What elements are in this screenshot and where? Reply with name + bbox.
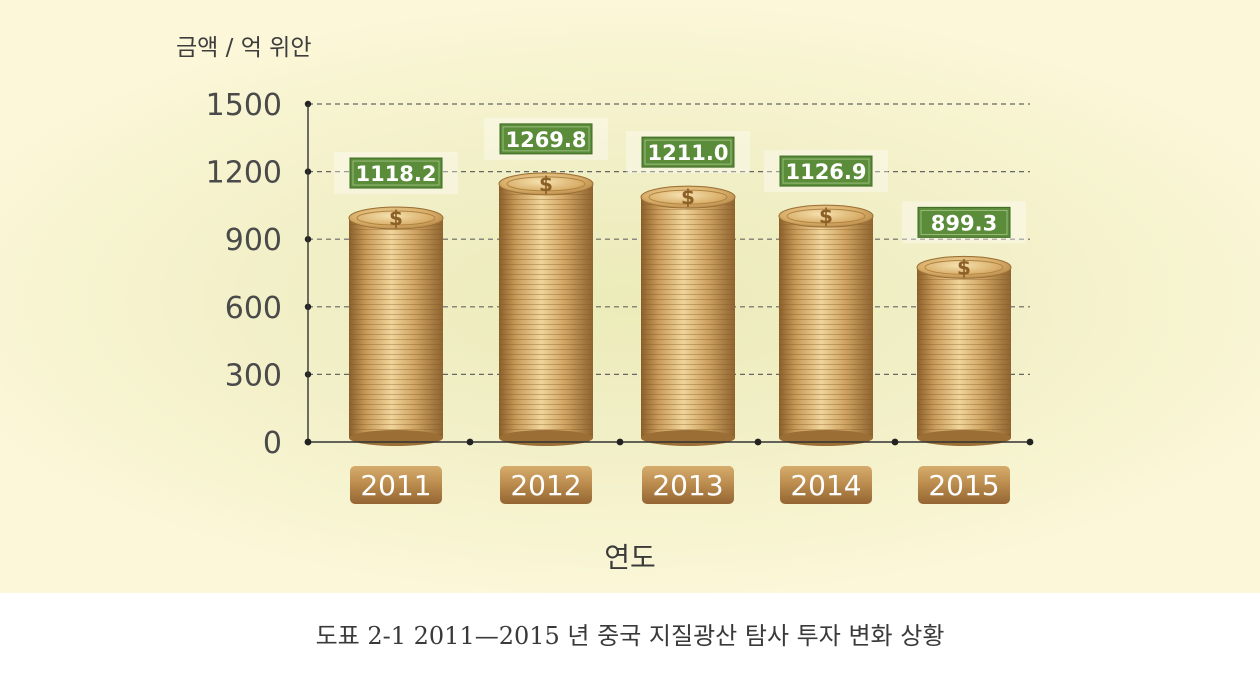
x-tick-label: 2013 (652, 469, 723, 502)
value-label-bg (349, 157, 443, 189)
coin-stack-ridges (641, 197, 735, 438)
coin-top-rim (506, 176, 586, 192)
coin-stack-base (641, 430, 735, 446)
value-label: 1211.0 (647, 141, 728, 165)
y-tick-label: 0 (263, 426, 282, 461)
coin-stack-ridges (499, 183, 593, 438)
dollar-sign-icon: $ (957, 255, 971, 279)
coin-stack-base (499, 430, 593, 446)
x-tick-dot (754, 438, 762, 446)
x-tick-dot (304, 438, 312, 446)
coin-top-rim (356, 210, 436, 226)
coin-stack-base (779, 430, 873, 446)
x-tick-dot (466, 438, 474, 446)
value-label-border (352, 160, 440, 186)
x-tick-dot (891, 438, 899, 446)
dollar-sign-icon: $ (819, 204, 833, 228)
dollar-sign-icon: $ (539, 172, 553, 196)
coin-stack-ridges (917, 267, 1011, 438)
x-tick-label: 2015 (928, 469, 999, 502)
value-label-border (644, 139, 732, 165)
dollar-sign-icon: $ (681, 185, 695, 209)
coin-stack-base (917, 430, 1011, 446)
dollar-sign-icon: $ (389, 206, 403, 230)
coin-bar-chart: $1118.2 2011 $1269.8 2012 $1211.0 2013 $1126.9… (206, 88, 1034, 504)
value-label: 1269.8 (505, 128, 586, 152)
y-tick-label: 1500 (206, 88, 282, 123)
year-tag-bg (918, 466, 1010, 504)
value-label-bg (499, 123, 593, 155)
coin-stack-ridges (779, 216, 873, 438)
coin-stack-bar: $1118.2 2011 (334, 152, 458, 504)
value-label-border (920, 209, 1008, 235)
x-tick-dot (616, 438, 624, 446)
value-label-bg (779, 155, 873, 187)
coin-top-rim (648, 189, 728, 205)
year-tag-bg (350, 466, 442, 504)
value-label-bg (917, 206, 1011, 238)
figure-caption: 도표 2-1 2011—2015 년 중국 지질광산 탐사 투자 변화 상황 (315, 622, 945, 650)
y-tick-label: 600 (225, 291, 282, 326)
coin-stack-base (349, 430, 443, 446)
coin-stack-ridges (349, 218, 443, 438)
x-tick-label: 2012 (510, 469, 581, 502)
y-tick-label: 300 (225, 358, 282, 393)
coin-stack-bar: $1211.0 2013 (626, 131, 750, 504)
chart-panel: 금액 / 억 위안 (0, 0, 1260, 593)
coin-stack-bar: $899.3 2015 (902, 201, 1026, 504)
value-label-bg (641, 136, 735, 168)
x-tick-label: 2014 (790, 469, 861, 502)
value-label: 1126.9 (785, 160, 866, 184)
value-label-border (782, 158, 870, 184)
value-label-border (502, 126, 590, 152)
coin-top-rim (924, 259, 1004, 275)
x-tick-dot (1026, 438, 1034, 446)
value-label: 1118.2 (355, 162, 436, 186)
coin-stack-bar: $1126.9 2014 (764, 150, 888, 504)
y-axis-unit-label: 금액 / 억 위안 (176, 35, 312, 61)
x-tick-label: 2011 (360, 469, 431, 502)
coin-stack-bar: $1269.8 2012 (484, 117, 608, 504)
year-tag-bg (500, 466, 592, 504)
x-axis-title: 연도 (604, 541, 656, 574)
y-tick-label: 1200 (206, 156, 282, 191)
year-tag-bg (780, 466, 872, 504)
year-tag-bg (642, 466, 734, 504)
value-label: 899.3 (931, 211, 997, 235)
y-tick-label: 900 (225, 223, 282, 258)
coin-top-rim (786, 208, 866, 224)
